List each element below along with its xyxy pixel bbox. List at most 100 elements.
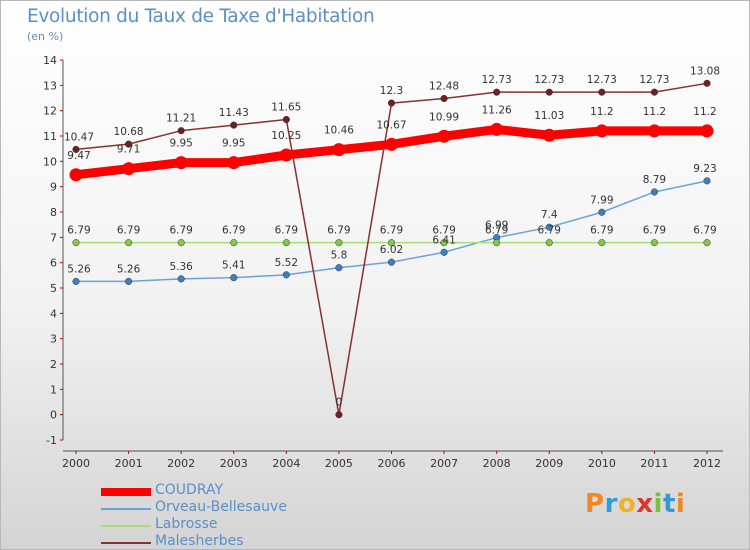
data-point-labrosse xyxy=(545,239,553,247)
data-label-malesherbes: 12.48 xyxy=(429,81,459,93)
y-tick-label: 8 xyxy=(50,206,57,219)
data-label-malesherbes: 12.73 xyxy=(587,74,617,86)
data-label-coudray: 10.46 xyxy=(324,125,354,137)
data-point-coudray xyxy=(69,168,83,182)
y-tick-label: 10 xyxy=(43,155,57,168)
data-point-malesherbes xyxy=(703,79,711,87)
data-label-malesherbes: 0 xyxy=(336,397,343,409)
data-label-coudray: 9.95 xyxy=(222,138,245,150)
logo-letter: i xyxy=(653,489,663,519)
logo-letter: i xyxy=(675,489,686,519)
x-tick-label: 2009 xyxy=(535,457,563,470)
data-label-orveau-bellesauve: 5.8 xyxy=(331,250,348,262)
data-label-labrosse: 6.79 xyxy=(693,225,716,237)
data-point-orveau-bellesauve xyxy=(230,274,238,282)
x-tick-label: 2010 xyxy=(588,457,616,470)
data-label-coudray: 10.25 xyxy=(271,130,301,142)
y-tick-label: 7 xyxy=(50,231,57,244)
y-tick-label: 0 xyxy=(50,409,57,422)
data-point-coudray xyxy=(437,129,451,143)
data-label-coudray: 11.26 xyxy=(482,104,512,116)
y-tick-label: 5 xyxy=(50,282,57,295)
x-tick-label: 2004 xyxy=(272,457,300,470)
data-point-coudray xyxy=(279,148,293,162)
chart-title: Evolution du Taux de Taxe d'Habitation xyxy=(27,6,375,27)
chart-subtitle: (en %) xyxy=(27,30,64,43)
data-label-orveau-bellesauve: 6.02 xyxy=(380,244,403,256)
x-tick-label: 2001 xyxy=(115,457,143,470)
x-tick-label: 2011 xyxy=(640,457,668,470)
logo-letter: r xyxy=(604,489,618,519)
data-point-orveau-bellesauve xyxy=(598,208,606,216)
y-tick-label: 1 xyxy=(50,383,57,396)
x-tick-label: 2003 xyxy=(220,457,248,470)
data-point-labrosse xyxy=(440,239,448,247)
data-point-malesherbes xyxy=(598,88,606,96)
data-point-coudray xyxy=(542,128,556,142)
logo-letter: x xyxy=(636,489,654,519)
data-point-orveau-bellesauve xyxy=(177,275,185,283)
data-label-malesherbes: 12.73 xyxy=(482,74,512,86)
data-point-malesherbes xyxy=(650,88,658,96)
data-point-coudray xyxy=(174,156,188,170)
data-point-orveau-bellesauve xyxy=(703,177,711,185)
data-point-malesherbes xyxy=(72,145,80,153)
data-point-coudray xyxy=(490,122,504,136)
data-label-malesherbes: 11.43 xyxy=(219,107,249,119)
data-label-coudray: 11.2 xyxy=(590,106,613,118)
data-label-malesherbes: 10.47 xyxy=(64,131,94,143)
data-label-labrosse: 6.79 xyxy=(590,225,613,237)
legend-label: Labrosse xyxy=(155,516,218,532)
data-label-malesherbes: 12.73 xyxy=(639,74,669,86)
data-label-malesherbes: 12.73 xyxy=(534,74,564,86)
y-tick-label: -1 xyxy=(46,434,57,447)
data-label-labrosse: 6.79 xyxy=(169,225,192,237)
data-point-malesherbes xyxy=(387,99,396,107)
data-label-orveau-bellesauve: 5.52 xyxy=(275,257,298,269)
data-label-labrosse: 6.79 xyxy=(67,225,90,237)
data-point-labrosse xyxy=(493,239,501,247)
data-point-coudray xyxy=(647,124,661,138)
data-point-coudray xyxy=(227,156,241,170)
y-tick-label: 2 xyxy=(50,358,57,371)
data-point-labrosse xyxy=(703,239,711,247)
data-label-labrosse: 6.79 xyxy=(222,225,245,237)
data-point-orveau-bellesauve xyxy=(72,277,80,285)
y-tick-label: 11 xyxy=(43,130,57,143)
data-label-orveau-bellesauve: 5.41 xyxy=(222,260,245,272)
data-point-labrosse xyxy=(177,239,185,247)
data-label-orveau-bellesauve: 6.41 xyxy=(432,234,455,246)
data-label-orveau-bellesauve: 7.99 xyxy=(590,194,613,206)
x-tick-label: 2005 xyxy=(325,457,353,470)
data-point-coudray xyxy=(385,137,398,151)
data-point-malesherbes xyxy=(335,411,343,419)
data-point-orveau-bellesauve xyxy=(282,271,290,279)
y-tick-label: 12 xyxy=(43,105,57,118)
data-point-coudray xyxy=(332,143,346,157)
data-label-orveau-bellesauve: 5.26 xyxy=(117,263,141,275)
data-label-labrosse: 6.79 xyxy=(432,225,455,237)
data-label-coudray: 9.71 xyxy=(117,144,140,156)
logo-letter: o xyxy=(617,489,637,519)
data-label-labrosse: 6.79 xyxy=(117,225,140,237)
data-label-coudray: 11.2 xyxy=(693,106,716,118)
data-point-coudray xyxy=(595,124,609,138)
data-label-labrosse: 6.79 xyxy=(538,225,561,237)
x-tick-label: 2008 xyxy=(483,457,511,470)
data-label-labrosse: 6.79 xyxy=(485,225,508,237)
data-label-orveau-bellesauve: 5.26 xyxy=(67,263,91,275)
x-tick-label: 2006 xyxy=(378,457,406,470)
legend-swatch xyxy=(101,542,151,544)
data-point-labrosse xyxy=(282,239,290,247)
data-point-orveau-bellesauve xyxy=(335,264,343,272)
data-label-orveau-bellesauve: 8.79 xyxy=(643,174,666,186)
legend-label: COUDRAY xyxy=(155,482,224,498)
data-point-labrosse xyxy=(387,239,396,247)
data-label-labrosse: 6.79 xyxy=(643,225,666,237)
data-point-orveau-bellesauve xyxy=(650,188,658,196)
data-point-orveau-bellesauve xyxy=(440,248,448,256)
chart-data-labels: 9.47 9.71 9.95 9.95 10.25 10.46 10.67 10.99 11.2… xyxy=(64,65,720,408)
x-tick-label: 2012 xyxy=(693,457,721,470)
data-label-coudray: 10.99 xyxy=(429,111,459,123)
